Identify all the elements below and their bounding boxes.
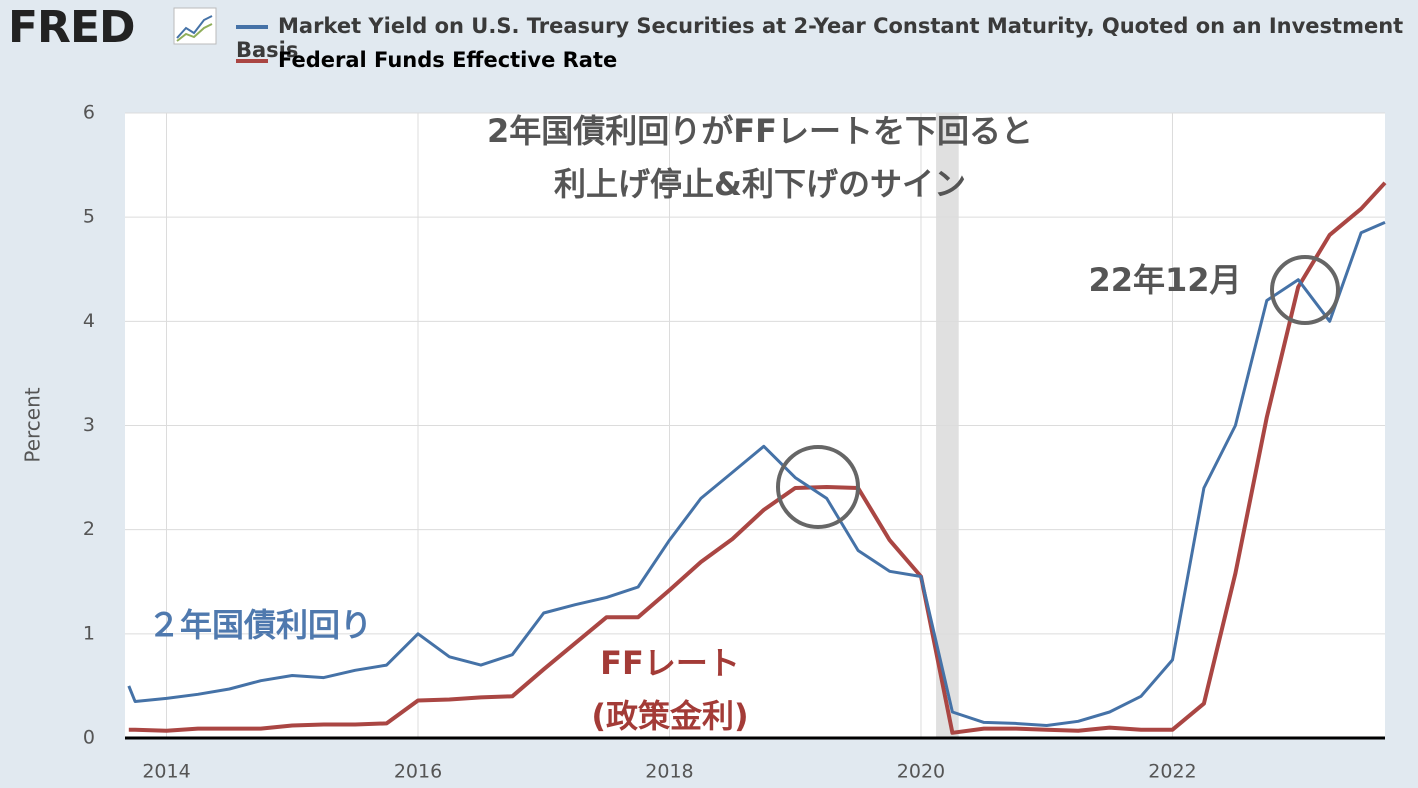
annotation: 22年12月 [1088,261,1241,299]
annotation: FFレート [600,644,740,682]
logo: FRED [8,2,136,53]
annotation: 利上げ停止&利下げのサイン [554,165,966,203]
legend-label: Federal Funds Effective Rate [278,48,618,72]
highlight-circle [776,445,860,529]
series-line [127,221,1386,727]
y-tick-label: 2 [83,518,95,540]
x-tick-label: 2022 [1148,761,1196,783]
x-tick-label: 2016 [394,761,442,783]
legend-swatch [236,59,268,63]
logo-icon [173,7,217,45]
y-tick-label: 1 [83,622,95,644]
annotation: (政策金利) [591,697,748,735]
legend-entry: Market Yield on U.S. Treasury Securities… [236,14,1416,62]
x-tick-label: 2018 [645,761,693,783]
legend-label: Market Yield on U.S. Treasury Securities… [236,14,1404,62]
y-axis-label: Percent [21,387,45,462]
x-tick-label: 2020 [897,761,945,783]
y-tick-label: 6 [83,102,95,124]
annotation: ２年国債利回り [148,606,372,644]
highlight-circle [1270,255,1340,325]
y-tick-label: 3 [83,414,95,436]
series-line [128,181,1387,735]
legend-entry: Federal Funds Effective Rate [236,48,617,72]
y-tick-label: 5 [83,206,95,228]
annotation: 2年国債利回りがFFレートを下回ると [487,112,1033,150]
x-tick-label: 2014 [142,761,190,783]
y-tick-label: 0 [83,727,95,749]
y-tick-label: 4 [83,310,95,332]
legend-swatch [236,25,268,29]
